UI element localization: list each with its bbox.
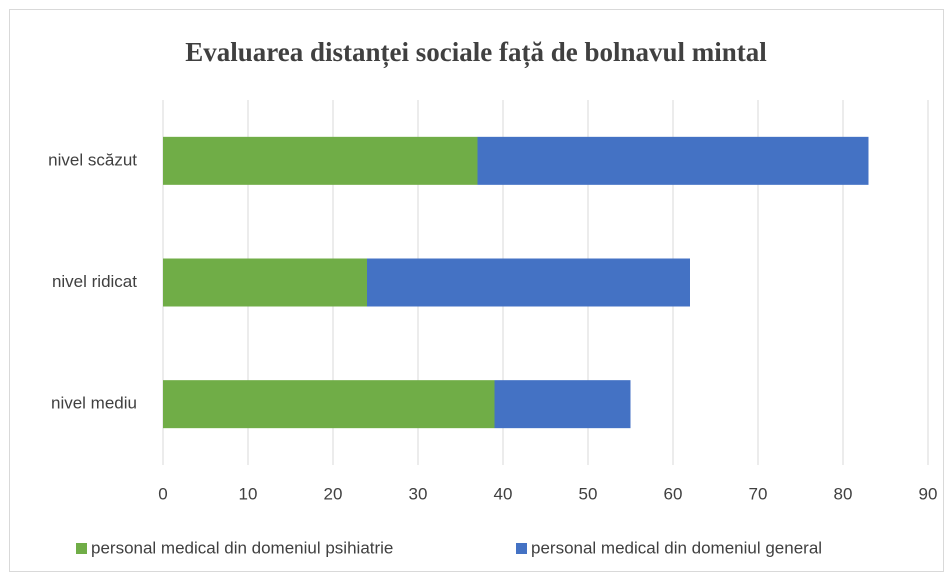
bar-segment <box>163 136 478 185</box>
chart-title: Evaluarea distanței sociale față de boln… <box>185 37 767 68</box>
bar-segment <box>367 258 690 307</box>
y-tick-label: nivel ridicat <box>52 272 137 291</box>
x-tick-label: 10 <box>239 484 258 503</box>
legend-label: personal medical din domeniul psihiatrie <box>91 538 393 557</box>
y-tick-label: nivel mediu <box>51 394 137 413</box>
x-tick-label: 80 <box>834 484 853 503</box>
bar-segment <box>163 258 367 307</box>
x-tick-label: 70 <box>749 484 768 503</box>
legend-label: personal medical din domeniul general <box>531 538 822 557</box>
y-tick-label: nivel scăzut <box>48 150 137 169</box>
x-tick-label: 60 <box>664 484 683 503</box>
x-tick-label: 90 <box>919 484 938 503</box>
bar-segment <box>163 380 495 429</box>
x-tick-label: 50 <box>579 484 598 503</box>
x-tick-label: 40 <box>494 484 513 503</box>
x-tick-label: 20 <box>324 484 343 503</box>
legend-swatch <box>516 543 527 554</box>
bar-segment <box>477 136 869 185</box>
legend-swatch <box>76 543 87 554</box>
x-tick-label: 0 <box>158 484 167 503</box>
bar-segment <box>494 380 631 429</box>
x-tick-label: 30 <box>409 484 428 503</box>
